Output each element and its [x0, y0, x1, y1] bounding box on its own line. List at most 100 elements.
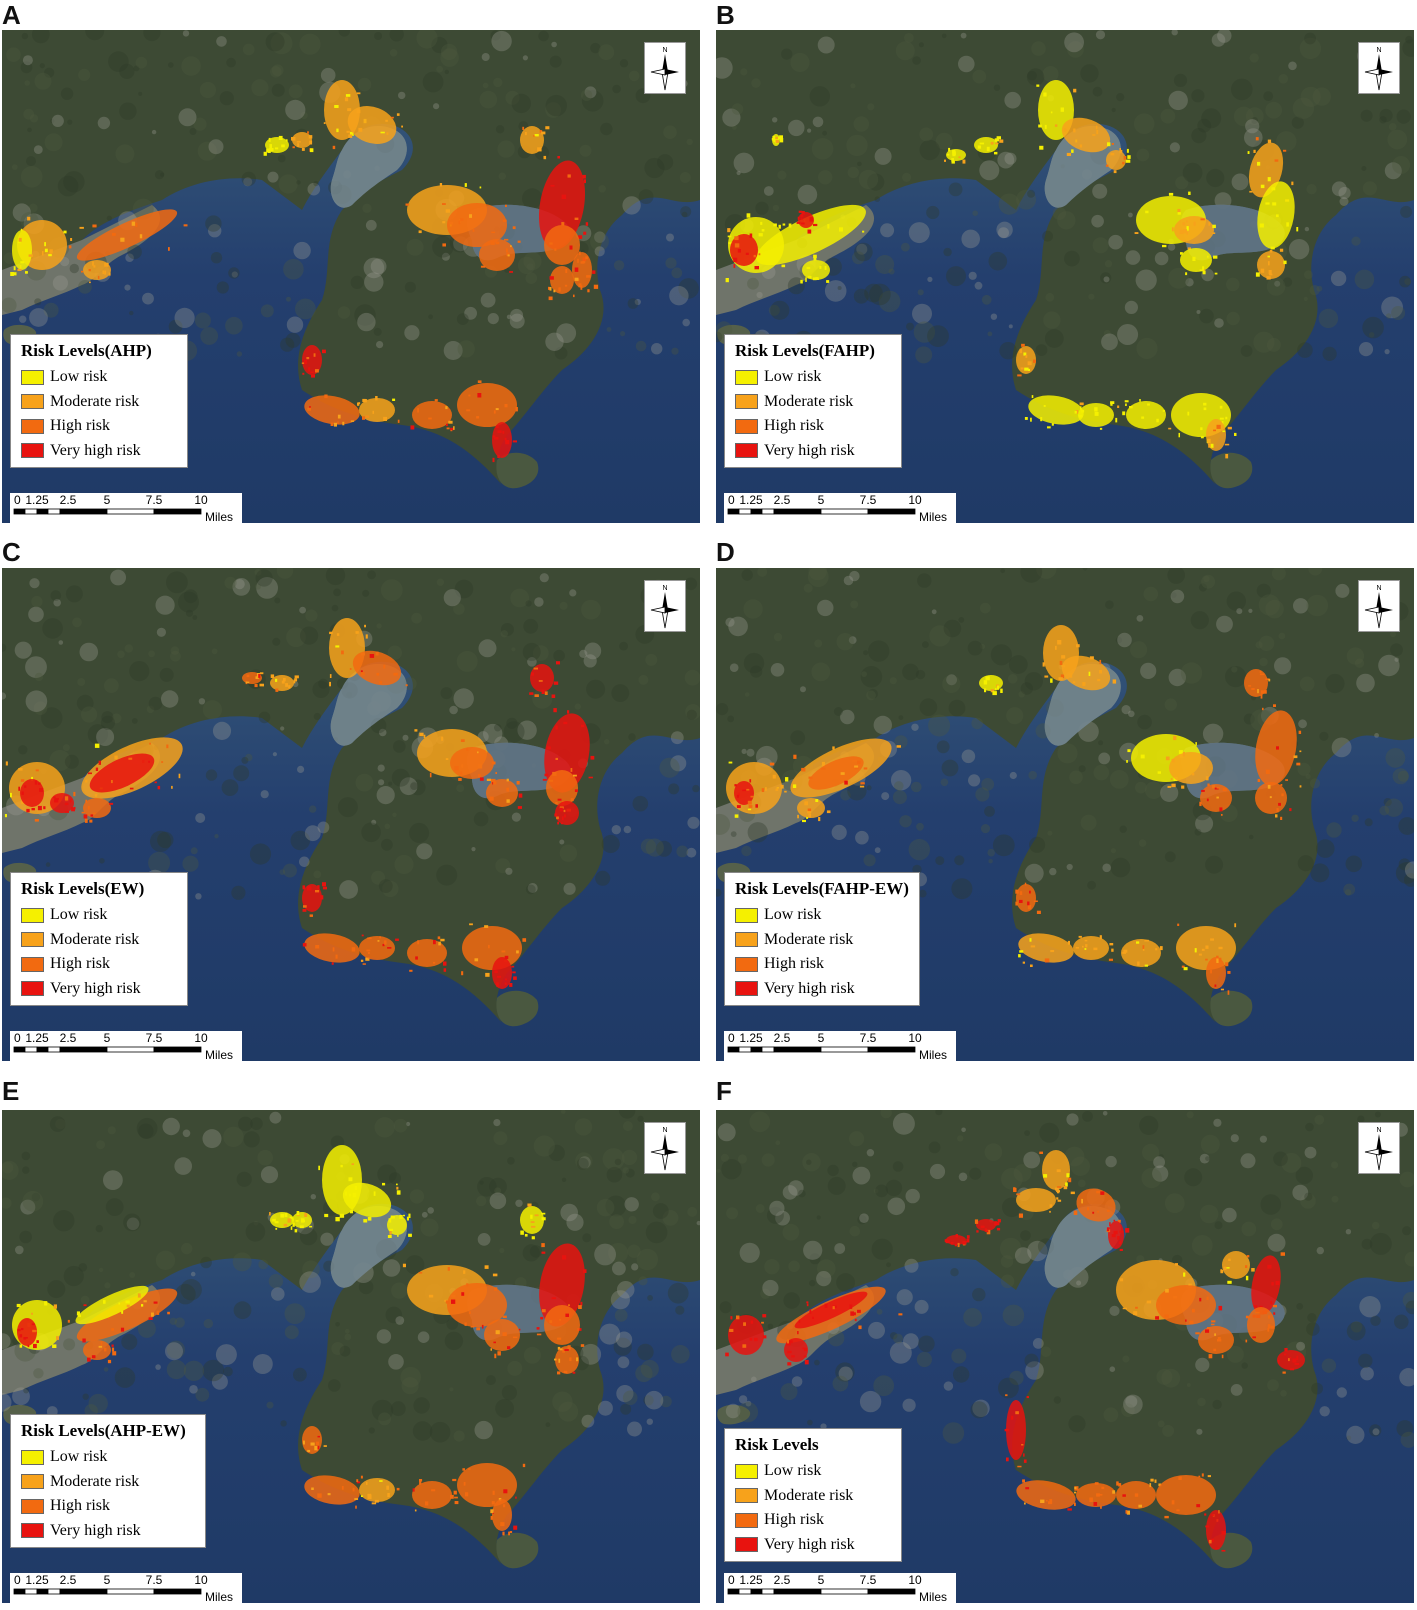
scale-segment	[773, 1588, 822, 1595]
risk-speck	[351, 1163, 354, 1165]
risk-speck	[360, 672, 365, 676]
risk-speck	[1186, 226, 1189, 231]
risk-speck	[518, 1328, 521, 1331]
risk-speck	[1284, 1353, 1287, 1356]
risk-speck	[762, 1314, 767, 1318]
risk-speck	[108, 272, 111, 276]
risk-speck	[1097, 1210, 1099, 1213]
risk-speck	[1096, 130, 1099, 135]
risk-speck	[408, 1233, 412, 1237]
risk-speck	[1172, 227, 1174, 232]
risk-speck	[1042, 662, 1045, 667]
risk-speck	[555, 725, 558, 730]
legend-item: High risk	[21, 414, 181, 439]
risk-speck	[588, 776, 593, 779]
risk-speck	[573, 774, 577, 777]
risk-speck	[448, 420, 453, 424]
risk-speck	[748, 805, 753, 808]
risk-speck	[1094, 407, 1098, 412]
risk-speck	[858, 1325, 862, 1330]
risk-speck	[21, 800, 25, 804]
map-panel-a: N Risk Levels(AHP) Low risk Moderate risk Hi…	[2, 30, 700, 523]
risk-speck	[539, 147, 542, 150]
scale-tick-label: 5	[104, 493, 111, 507]
risk-speck	[1171, 783, 1176, 788]
risk-speck	[454, 1501, 459, 1505]
risk-speck	[803, 1355, 807, 1358]
scale-tick-label: 0	[728, 493, 735, 507]
risk-zones	[12, 1145, 587, 1536]
risk-speck	[1013, 1187, 1017, 1192]
risk-speck	[285, 683, 288, 687]
risk-zone	[1016, 1480, 1076, 1510]
risk-speck	[1177, 212, 1181, 215]
risk-speck	[533, 135, 536, 137]
risk-speck	[1214, 984, 1217, 987]
risk-speck	[1173, 735, 1177, 741]
risk-speck	[551, 694, 556, 698]
risk-zone	[538, 160, 586, 250]
risk-speck	[593, 284, 599, 289]
risk-speck	[311, 1487, 314, 1490]
risk-speck	[462, 1468, 465, 1471]
scale-segment	[106, 508, 155, 515]
risk-speck	[493, 1341, 496, 1344]
scale-bar: 0 1.25 2.5 5 7.5 10 Miles	[10, 1031, 242, 1061]
risk-speck	[299, 1225, 304, 1229]
risk-speck	[288, 685, 291, 689]
risk-speck	[1289, 1357, 1292, 1359]
legend-title: Risk Levels	[735, 1435, 819, 1454]
risk-speck	[863, 767, 868, 770]
scale-tick-label: 10	[194, 1031, 208, 1045]
risk-speck	[1129, 406, 1133, 409]
risk-speck	[544, 691, 548, 695]
risk-zone	[794, 1291, 868, 1329]
risk-speck	[578, 283, 582, 288]
risk-speck	[812, 277, 817, 281]
scale-tick-label: 2.5	[60, 1031, 77, 1045]
legend-label: High risk	[50, 417, 110, 435]
risk-speck	[433, 961, 436, 964]
risk-speck	[898, 1313, 903, 1316]
legend-item: Moderate risk	[735, 1484, 895, 1509]
risk-speck	[365, 957, 370, 961]
risk-speck	[1234, 432, 1237, 436]
legend-item: Moderate risk	[21, 928, 181, 953]
risk-speck	[1159, 946, 1163, 951]
risk-speck	[309, 140, 313, 145]
risk-speck	[24, 785, 27, 788]
risk-speck	[318, 1165, 320, 1171]
risk-speck	[1030, 964, 1033, 967]
risk-speck	[434, 399, 438, 402]
map-panel-e: N Risk Levels(AHP-EW) Low risk Moderate ris…	[2, 1110, 700, 1603]
risk-speck	[447, 1267, 450, 1271]
risk-speck	[807, 275, 812, 279]
risk-speck	[806, 1301, 809, 1304]
risk-speck	[111, 1344, 114, 1347]
risk-speck	[367, 952, 370, 954]
legend-swatch	[735, 394, 758, 410]
risk-speck	[439, 183, 443, 187]
risk-speck	[787, 1362, 792, 1366]
scale-bar: 0 1.25 2.5 5 7.5 10 Miles	[10, 493, 242, 523]
risk-speck	[135, 222, 138, 227]
risk-speck	[485, 972, 490, 977]
risk-speck	[1015, 901, 1018, 906]
risk-zone	[1076, 1188, 1116, 1222]
scale-bar: 0 1.25 2.5 5 7.5 10 Miles	[724, 493, 956, 523]
risk-speck	[310, 148, 314, 153]
risk-speck	[357, 402, 360, 406]
risk-speck	[1202, 266, 1205, 271]
legend-item: Moderate risk	[21, 1470, 199, 1495]
risk-speck	[120, 237, 125, 242]
risk-speck	[89, 819, 93, 823]
risk-speck	[530, 1221, 535, 1223]
risk-speck	[156, 1310, 160, 1315]
risk-speck	[1111, 143, 1114, 145]
risk-speck	[107, 1359, 112, 1364]
risk-speck	[350, 420, 355, 422]
scale-tick-label: 5	[818, 1031, 825, 1045]
risk-speck	[380, 131, 385, 134]
risk-speck	[592, 270, 596, 274]
risk-speck	[362, 416, 365, 420]
